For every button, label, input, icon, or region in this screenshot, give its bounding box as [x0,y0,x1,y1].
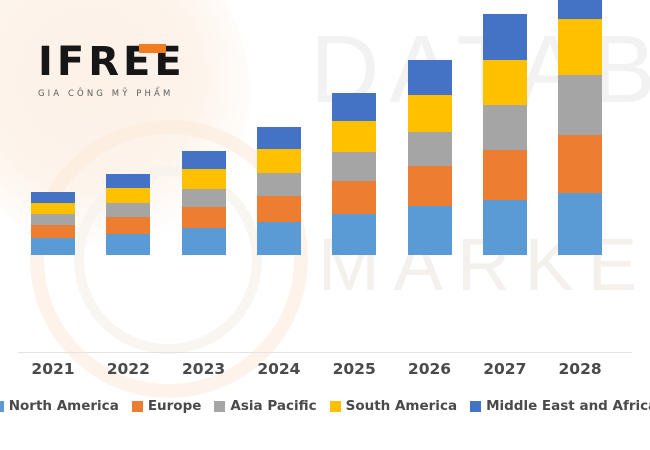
legend-item-3[interactable]: South America [329,398,458,414]
legend-item-2[interactable]: Asia Pacific [214,398,317,414]
bar-segment-2028-series-1[interactable] [558,134,603,194]
logo-tagline: GIA CÔNG MỸ PHẨM [38,89,174,99]
bar-segment-2022-series-3[interactable] [106,187,151,203]
bar-2022[interactable] [106,173,151,255]
bar-segment-2026-series-0[interactable] [407,205,452,255]
bar-segment-2026-series-2[interactable] [407,131,452,167]
bar-segment-2026-series-4[interactable] [407,60,452,96]
bar-segment-2027-series-4[interactable] [482,13,527,60]
bar-segment-2025-series-0[interactable] [332,213,377,255]
x-axis-label-2028: 2028 [558,360,602,378]
bar-segment-2025-series-1[interactable] [332,180,377,214]
bar-segment-2021-series-1[interactable] [31,224,75,238]
bar-2023[interactable] [181,151,226,255]
bar-segment-2022-series-2[interactable] [106,202,151,217]
bar-segment-2024-series-1[interactable] [256,195,301,223]
bar-2027[interactable] [482,13,527,255]
x-axis-label-2023: 2023 [182,360,226,378]
legend-swatch-icon-4 [470,400,482,412]
legend-label-0: North America [8,398,119,414]
legend-label-2: Asia Pacific [230,398,317,414]
legend-item-0[interactable]: North America [0,398,119,414]
legend-item-1[interactable]: Europe [131,398,202,414]
legend-swatch-icon-1 [131,400,143,412]
bar-2028[interactable] [558,0,603,255]
bar-2025[interactable] [332,92,377,255]
bar-segment-2023-series-0[interactable] [181,228,226,255]
bar-segment-2022-series-0[interactable] [106,233,151,255]
x-axis-label-2025: 2025 [332,360,376,378]
bar-segment-2023-series-2[interactable] [181,188,226,207]
x-axis-label-2024: 2024 [257,360,301,378]
legend-label-4: Middle East and Africa [486,398,650,414]
plot-area [18,0,632,353]
legend-label-1: Europe [147,398,202,414]
logo-wordmark: IFREE [38,42,186,82]
legend-swatch-icon-3 [329,400,341,412]
bar-segment-2025-series-3[interactable] [332,121,377,152]
bar-segment-2025-series-2[interactable] [332,151,377,181]
bar-segment-2027-series-1[interactable] [482,150,527,200]
bar-segment-2024-series-3[interactable] [256,149,301,174]
bar-segment-2026-series-3[interactable] [407,95,452,132]
chart-legend: North America Europe Asia Pacific South Ame… [0,398,650,414]
logo-accent-bar-icon [138,44,166,53]
bar-segment-2024-series-0[interactable] [256,222,301,255]
bar-segment-2025-series-4[interactable] [332,92,377,122]
bar-2026[interactable] [407,60,452,255]
bar-segment-2026-series-1[interactable] [407,166,452,206]
bar-segment-2021-series-3[interactable] [31,202,75,214]
bar-segment-2028-series-4[interactable] [558,0,603,19]
background-inner-ring-decoration [74,166,262,354]
bar-segment-2027-series-2[interactable] [482,104,527,151]
legend-label-3: South America [345,398,458,414]
bar-segment-2024-series-4[interactable] [256,127,301,150]
legend-swatch-icon-2 [214,400,226,412]
bar-segment-2028-series-0[interactable] [558,193,603,255]
legend-swatch-icon-0 [0,400,4,412]
bar-segment-2022-series-4[interactable] [106,173,151,188]
legend-item-4[interactable]: Middle East and Africa [470,398,650,414]
bar-segment-2021-series-0[interactable] [31,237,75,255]
x-axis-label-2021: 2021 [31,360,75,378]
bar-segment-2028-series-3[interactable] [558,18,603,75]
bar-segment-2023-series-1[interactable] [181,206,226,229]
x-axis-label-2026: 2026 [407,360,452,378]
x-axis-label-2022: 2022 [106,360,150,378]
x-axis-line [18,352,632,353]
x-axis-labels: 2021 2022 2023 2024 2025 2026 2027 2028 [0,360,650,390]
bar-segment-2021-series-2[interactable] [31,213,75,225]
bar-segment-2024-series-2[interactable] [256,173,301,196]
x-axis-label-2027: 2027 [483,360,527,378]
bar-segment-2022-series-1[interactable] [106,216,151,234]
bar-segment-2023-series-3[interactable] [181,169,226,189]
bar-segment-2023-series-4[interactable] [181,151,226,170]
bar-segment-2028-series-2[interactable] [558,74,603,135]
bar-segment-2027-series-0[interactable] [482,199,527,255]
bar-segment-2027-series-3[interactable] [482,59,527,105]
bar-2021[interactable] [31,192,75,255]
bar-2024[interactable] [256,127,301,255]
brand-logo: IFREE GIA CÔNG MỸ PHẨM [38,42,186,99]
bar-segment-2021-series-4[interactable] [31,192,75,203]
